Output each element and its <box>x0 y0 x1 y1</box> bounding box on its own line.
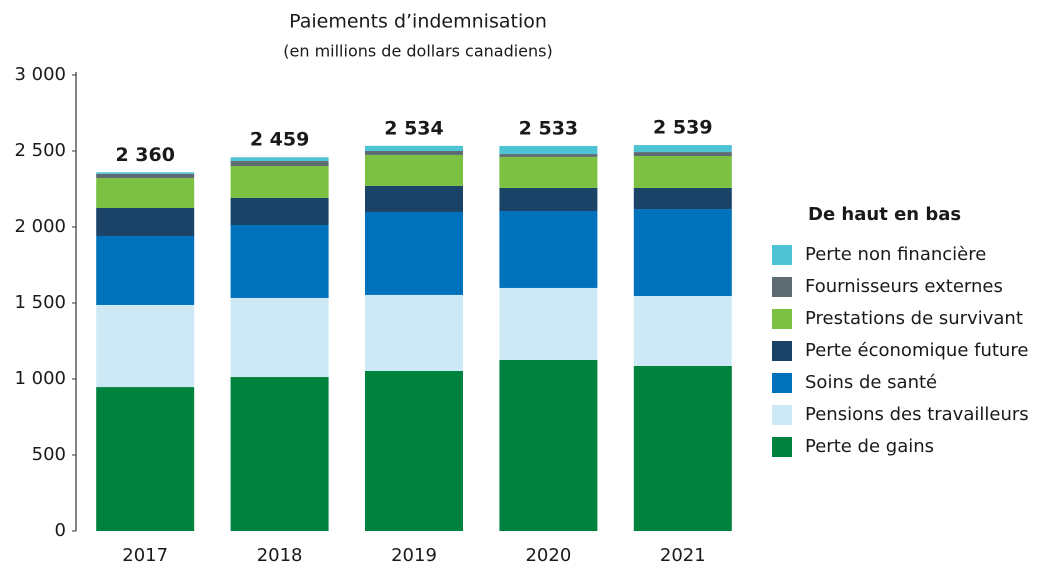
y-tick-label: 500 <box>32 444 66 465</box>
bar-segment <box>365 294 463 371</box>
bar-segment <box>365 154 463 186</box>
bar-segment <box>499 287 598 360</box>
bar-segment <box>633 145 732 153</box>
bar-segment <box>499 154 598 157</box>
bar-segment <box>96 178 195 208</box>
x-tick-label: 2020 <box>525 545 571 566</box>
legend-label: Soins de santé <box>805 372 937 393</box>
bar-segment <box>230 157 329 162</box>
bar-segment <box>96 208 195 236</box>
bar-segment <box>499 211 598 288</box>
bar-segment <box>365 185 463 212</box>
legend-label: Pensions des travailleurs <box>805 404 1029 425</box>
legend-swatch <box>772 277 792 297</box>
legend-label: Perte économique future <box>805 340 1028 361</box>
legend-swatch <box>772 437 792 457</box>
bar-segment <box>96 235 195 305</box>
legend-swatch <box>772 405 792 425</box>
bar-segment <box>230 161 329 167</box>
x-tick-label: 2021 <box>660 545 706 566</box>
legend-label: Perte non financière <box>805 244 986 265</box>
bar-segment <box>365 145 463 151</box>
y-tick-label: 2 000 <box>14 216 66 237</box>
legend-title: De haut en bas <box>808 204 961 225</box>
bar-segment <box>499 360 598 531</box>
y-tick-label: 1 000 <box>14 368 66 389</box>
x-tick-label: 2019 <box>391 545 437 566</box>
bar-segment <box>365 370 463 531</box>
bar-segment <box>365 151 463 155</box>
bar-segment <box>96 173 195 179</box>
y-tick-label: 0 <box>55 520 66 541</box>
total-label: 2 533 <box>519 117 579 139</box>
bar-segment <box>633 156 732 188</box>
bar-segment <box>230 197 329 226</box>
x-tick-label: 2018 <box>257 545 303 566</box>
bar-segment <box>230 297 329 378</box>
legend-swatch <box>772 245 792 265</box>
chart-title: Paiements d’indemnisation <box>289 11 547 33</box>
bar-segment <box>230 377 329 531</box>
bar-segment <box>230 166 329 198</box>
bar-segment <box>96 172 195 174</box>
y-tick-label: 1 500 <box>14 292 66 313</box>
legend-label: Perte de gains <box>805 436 934 457</box>
bar-segment <box>633 365 732 531</box>
x-tick-label: 2017 <box>122 545 168 566</box>
legend-label: Prestations de survivant <box>805 308 1023 329</box>
bar-segment <box>633 209 732 297</box>
bar-segment <box>633 296 732 366</box>
total-label: 2 459 <box>250 129 310 151</box>
legend-swatch <box>772 341 792 361</box>
bar-segment <box>96 387 195 531</box>
total-label: 2 534 <box>384 117 444 139</box>
bar-segment <box>96 304 195 388</box>
bar-segment <box>499 145 598 155</box>
legend-swatch <box>772 373 792 393</box>
legend-label: Fournisseurs externes <box>805 276 1003 297</box>
total-label: 2 539 <box>653 117 713 139</box>
total-label: 2 360 <box>115 144 175 166</box>
bar-segment <box>365 211 463 295</box>
bar-segment <box>499 187 598 212</box>
bar-segment <box>499 156 598 188</box>
chart-subtitle: (en millions de dollars canadiens) <box>283 42 552 61</box>
bar-segment <box>230 225 329 298</box>
bar-segment <box>633 187 732 210</box>
y-tick-label: 2 500 <box>14 140 66 161</box>
legend-swatch <box>772 309 792 329</box>
y-tick-label: 3 000 <box>14 64 66 85</box>
bar-segment <box>633 152 732 157</box>
